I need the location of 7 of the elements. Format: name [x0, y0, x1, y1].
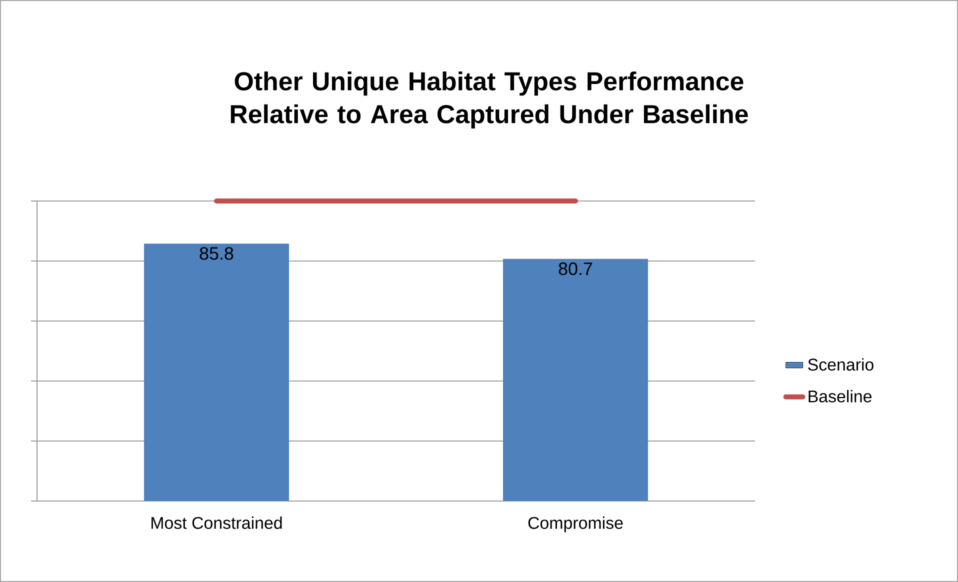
x-tick-label: Compromise	[528, 516, 623, 532]
chart-title: Other Unique Habitat Types Performance Relative to Area Captured Under Baseline	[230, 71, 748, 129]
legend-label: Baseline	[808, 390, 872, 402]
x-tick-label: Most Constrained	[152, 516, 282, 529]
data-label: 80.7	[558, 262, 592, 276]
data-label: 85.8	[200, 247, 234, 260]
legend-label: Scenario	[808, 358, 874, 371]
